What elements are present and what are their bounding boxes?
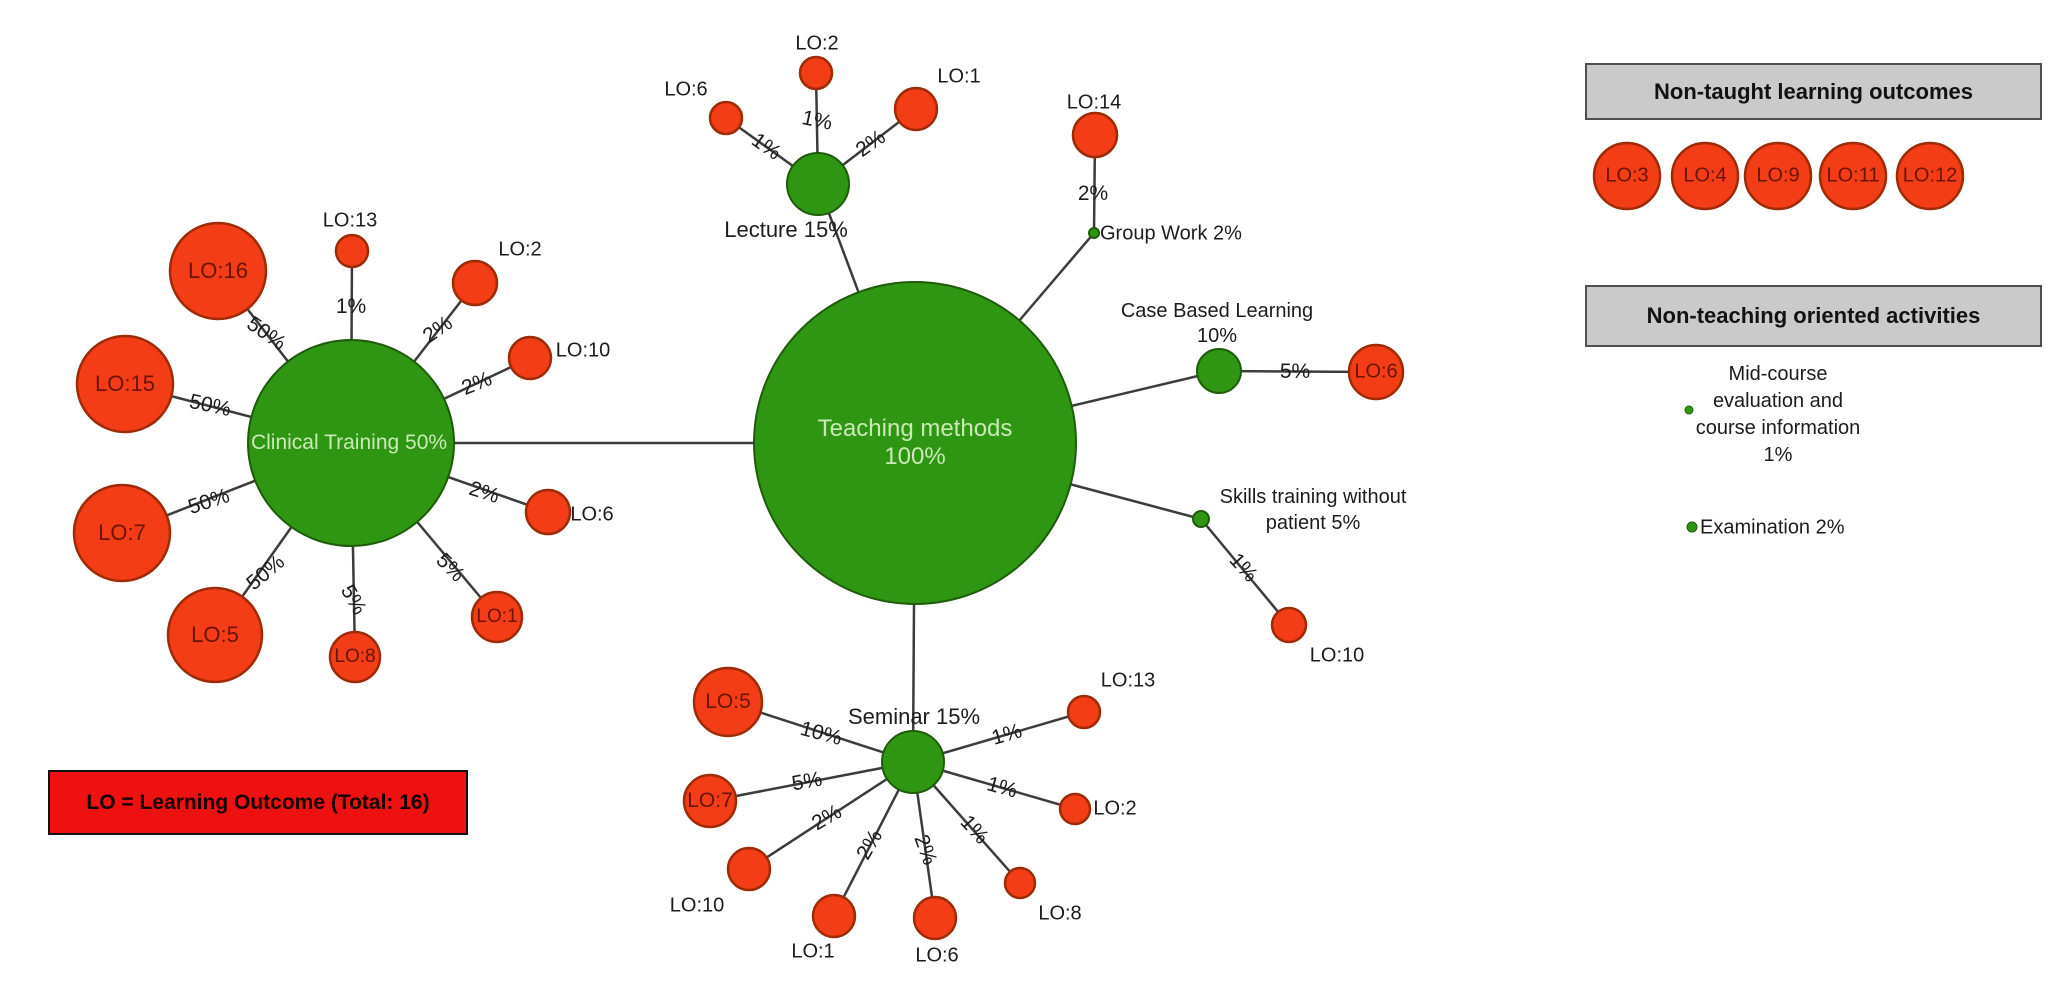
node-lo6l	[708, 100, 744, 136]
node-lo5se	[692, 666, 764, 738]
node-lo2l	[798, 55, 834, 91]
node-groupwork	[1088, 227, 1100, 239]
node-lo9	[1743, 141, 1813, 211]
node-lecture	[786, 152, 850, 216]
node-lo8c	[328, 630, 382, 684]
node-lo8se	[1003, 866, 1037, 900]
node-lo16c	[168, 221, 268, 321]
node-seminar	[881, 730, 945, 794]
node-lo2c	[451, 259, 499, 307]
legend-non-teaching-box: Non-teaching oriented activities	[1585, 285, 2042, 347]
node-lo7se	[682, 773, 738, 829]
learning-outcome-note-box: LO = Learning Outcome (Total: 16)	[48, 770, 468, 835]
node-lo6cb	[1347, 343, 1405, 401]
node-lo1l	[893, 86, 939, 132]
node-lo10se	[726, 846, 772, 892]
node-casebased	[1196, 348, 1242, 394]
node-lo13c	[334, 233, 370, 269]
node-lo4	[1670, 141, 1740, 211]
edge-skills-lo10s	[1200, 518, 1290, 626]
node-lo1c	[470, 590, 524, 644]
node-lo14g	[1071, 111, 1119, 159]
legend-non-teaching-title: Non-teaching oriented activities	[1646, 303, 1981, 328]
learning-outcome-note-text: LO = Learning Outcome (Total: 16)	[86, 790, 430, 814]
node-lo1se	[811, 893, 857, 939]
node-lo5c	[166, 586, 264, 684]
legend-non-taught-title: Non-taught learning outcomes	[1654, 78, 1973, 104]
node-lo15c	[75, 334, 175, 434]
node-teaching	[753, 281, 1077, 605]
node-lo13se	[1066, 694, 1102, 730]
node-lo7c	[72, 483, 172, 583]
node-lo3	[1592, 141, 1662, 211]
node-midcourse-dot	[1684, 405, 1694, 415]
node-lo12	[1895, 141, 1965, 211]
node-lo6se	[912, 895, 958, 941]
node-exam-dot	[1686, 521, 1698, 533]
node-lo11	[1818, 141, 1888, 211]
node-lo10c	[507, 335, 553, 381]
edge-seminar-lo10se	[748, 760, 914, 871]
node-skills	[1192, 510, 1210, 528]
node-lo2se	[1058, 792, 1092, 826]
node-clinical	[247, 339, 455, 547]
node-lo6c	[524, 488, 572, 536]
edge-seminar-lo7se	[709, 760, 914, 803]
node-lo10s	[1270, 606, 1308, 644]
legend-non-taught-box: Non-taught learning outcomes	[1585, 63, 2042, 120]
